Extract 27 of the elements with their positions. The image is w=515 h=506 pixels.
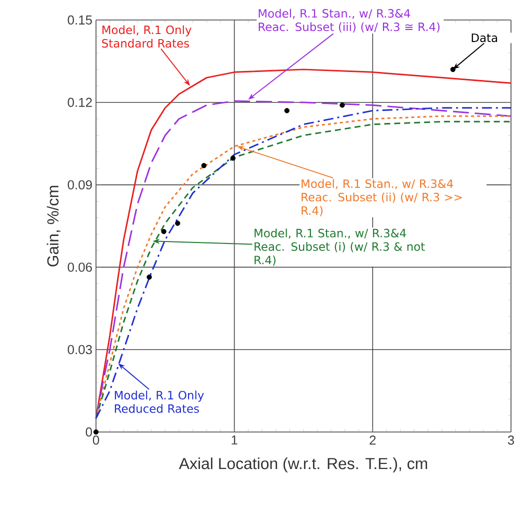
point: [146, 274, 152, 280]
y-tick-label: 0.03: [68, 345, 92, 354]
point: [161, 228, 166, 234]
x-tick-label: 1: [232, 436, 238, 444]
x-tick-label: 2: [370, 436, 376, 445]
y-tick-label: 0.09: [68, 180, 92, 190]
y-axis-title: Gain, %/cm: [46, 186, 60, 266]
y-tick-label: 0: [86, 427, 92, 437]
y-tick-label: 0.15: [68, 15, 92, 25]
annotation: Model, R.1 Only Reduced Rates: [114, 390, 204, 413]
annotation: Model, R.1 Only Standard Rates: [102, 25, 192, 48]
annotation: Data: [472, 34, 498, 42]
point: [284, 108, 290, 114]
annotation: Model, R.1 Stan., w/ R.3&4 Reac. Subset (iii) (w/ R.3 ≅ R.4): [258, 8, 440, 32]
point: [201, 162, 206, 168]
point: [340, 102, 345, 108]
y-tick-label: 0.12: [68, 98, 92, 107]
annotation: Model, R.1 Stan., w/ R.3&4 Reac. Subset (i) (w/ R.3 & not R.4): [254, 228, 425, 266]
point: [450, 66, 456, 72]
x-tick-label: 3: [508, 436, 514, 445]
x-axis-title: Axial Location (w.r.t. Res. T.E.), cm: [178, 458, 428, 472]
point: [230, 156, 236, 161]
y-tick-label: 0.06: [68, 262, 92, 272]
point: [93, 429, 99, 435]
point: [175, 220, 180, 226]
x-tick-label: 0: [92, 436, 100, 445]
annotation: Model, R.1 Stan., w/ R.3&4 Reac. Subset (ii) (w/ R.3 >> R.4): [302, 179, 462, 216]
